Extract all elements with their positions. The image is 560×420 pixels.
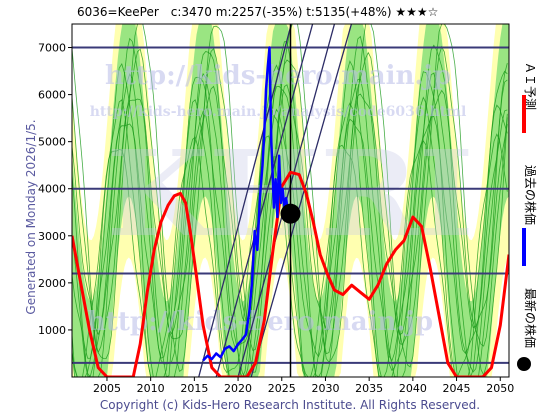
forecast-path-line: [72, 133, 508, 377]
x-tick-label: 2005: [93, 382, 121, 395]
y-tick-label: 7000: [38, 42, 66, 55]
ai-forecast-line: [72, 170, 509, 377]
forecast-path-lines: [72, 24, 508, 377]
plot-area: KHRI http://kids-hero.main.jp http://kid…: [71, 23, 510, 378]
legend-latest-price-swatch: [517, 357, 531, 371]
forecast-path-line: [72, 60, 508, 377]
x-tick-label: 2010: [137, 382, 165, 395]
y-tick-label: 2000: [38, 277, 66, 290]
x-tick-label: 2030: [311, 382, 339, 395]
y-tick-label: 3000: [38, 230, 66, 243]
plot-border: [71, 23, 510, 378]
x-tick-label: 2015: [180, 382, 208, 395]
x-tick-label: 2045: [443, 382, 471, 395]
series-group: [72, 24, 509, 377]
legend-ai-forecast-swatch: [522, 95, 526, 133]
x-tick-label: 2035: [355, 382, 383, 395]
past-price-line: [202, 46, 292, 362]
trend-lines: [198, 24, 353, 377]
x-axis-ticks: 2005 2010 2015 2020 2025 2030 2035 2040 2045 2050: [93, 377, 514, 395]
latest-price-marker: [280, 203, 301, 224]
watermark-url-sub-text: http://kids-hero.main.jp/analysis/code60…: [90, 104, 467, 120]
x-tick-label: 2050: [486, 382, 514, 395]
x-tick-label: 2040: [399, 382, 427, 395]
y-tick-label: 6000: [38, 89, 66, 102]
x-tick-label: 2025: [268, 382, 296, 395]
forecast-path-line: [72, 84, 508, 336]
trend-line: [215, 24, 314, 377]
y-axis-ticks: 1000 2000 3000 4000 5000 6000 7000: [38, 42, 72, 337]
trend-line: [237, 24, 336, 377]
generated-date-label: Generated on Monday 2026/1/5.: [24, 119, 38, 314]
forecast-path-line: [72, 108, 508, 362]
x-tick-label: 2020: [224, 382, 252, 395]
legend-past-price-swatch: [522, 228, 526, 266]
y-tick-label: 1000: [38, 324, 66, 337]
trend-line: [250, 24, 353, 377]
forecast-path-line: [72, 24, 508, 377]
latest-price-marker-group: [280, 203, 301, 224]
legend-past-price-label: 過去の株価: [523, 165, 538, 225]
legend-ai-forecast-label: ＡＩ予測: [523, 62, 537, 110]
y-tick-label: 5000: [38, 136, 66, 149]
copyright-notice: Copyright (c) Kids-Hero Research Institu…: [100, 398, 480, 412]
chart-title: 6036=KeePer c:3470 m:2257(-35%) t:5135(+…: [77, 5, 438, 19]
legend-latest-price-label: 最新の株価: [523, 288, 538, 348]
y-tick-label: 4000: [38, 183, 66, 196]
forecast-path-line: [72, 45, 508, 355]
trend-line: [198, 24, 292, 377]
watermark-url-bottom-text: http://kids-hero.main.jp: [87, 307, 433, 337]
